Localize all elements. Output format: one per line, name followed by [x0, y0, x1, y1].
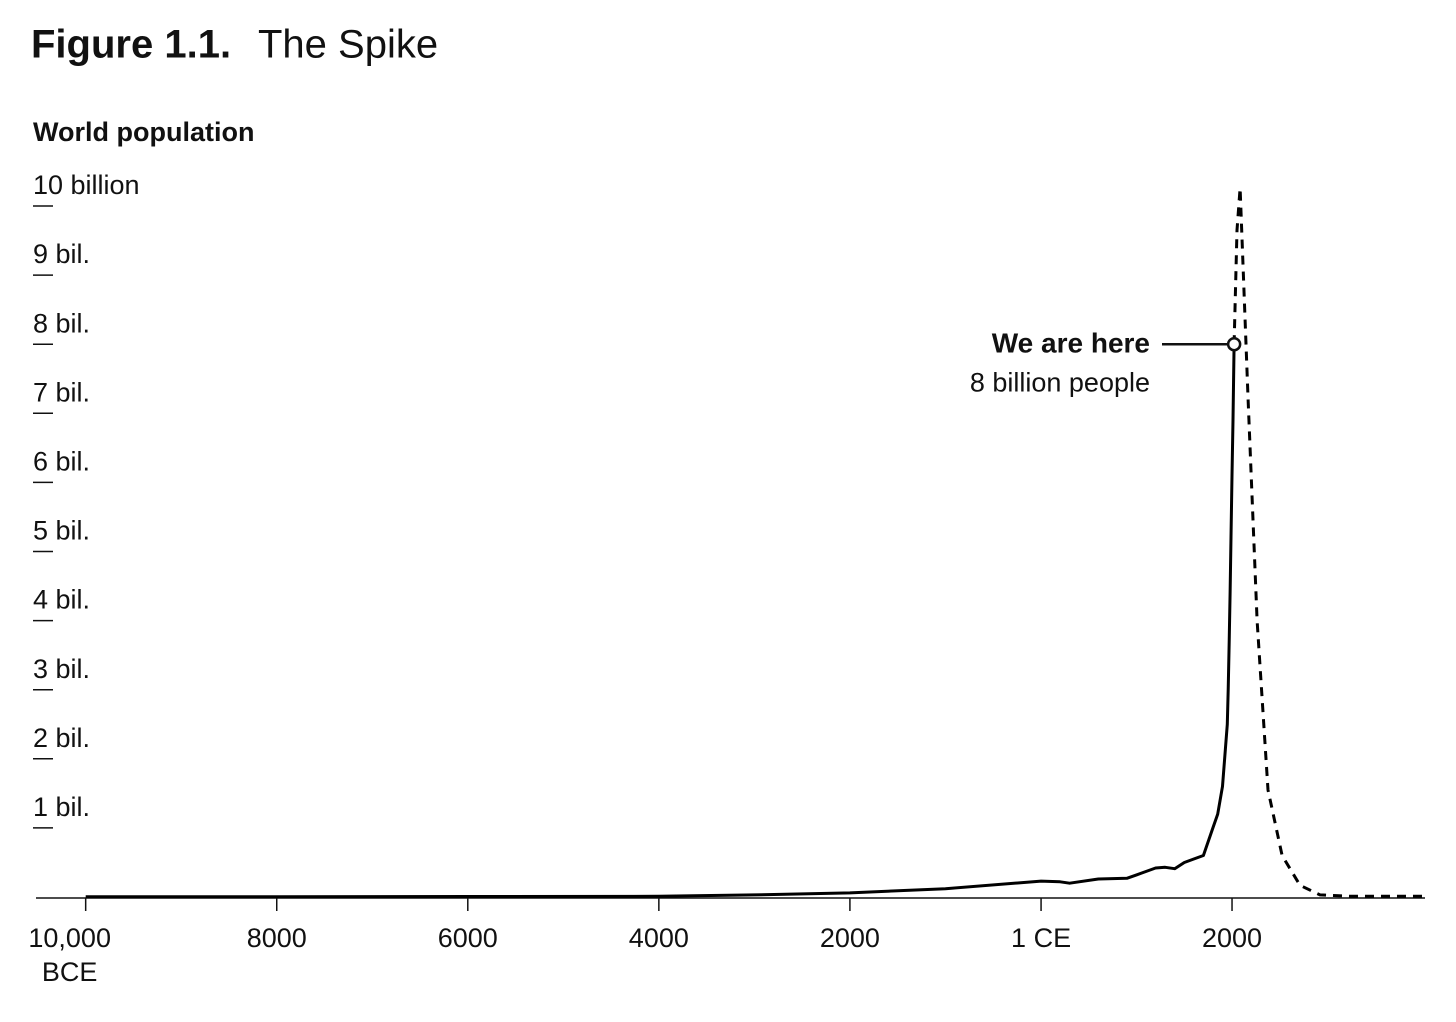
x-tick-label: 2000 [1201, 923, 1263, 953]
y-tick-label: 8 bil. [33, 308, 90, 338]
annotation-subtext: 8 billion people [970, 367, 1150, 397]
x-tick-label: 10,000 BCE [28, 923, 111, 987]
y-axis-label: World population [33, 117, 254, 147]
y-tick-label: 4 bil. [33, 585, 90, 615]
x-tick-label: 8000 [246, 923, 307, 953]
x-tick-label: 2000 [819, 923, 880, 953]
y-tick-label: 6 bil. [33, 447, 90, 477]
annotation-text: We are here [992, 328, 1150, 359]
y-tick-label: 3 bil. [33, 654, 90, 684]
projection-line [1232, 186, 1425, 898]
figure-label: Figure 1.1. [31, 23, 231, 67]
x-tick-label: 1 CE [1011, 923, 1072, 953]
x-tick-label: 6000 [437, 923, 498, 953]
y-tick-label: 7 bil. [33, 377, 90, 407]
y-tick-label: 1 bil. [33, 792, 90, 822]
y-tick-label: 2 bil. [33, 723, 90, 753]
y-tick-label: 10 billion [33, 170, 140, 200]
history-line [85, 344, 1236, 899]
y-tick-label: 9 bil. [33, 239, 90, 269]
annotation-marker [1226, 336, 1242, 352]
x-tick-label: 4000 [628, 923, 689, 953]
chart-title: The Spike [258, 23, 438, 67]
y-tick-label: 5 bil. [33, 516, 90, 546]
